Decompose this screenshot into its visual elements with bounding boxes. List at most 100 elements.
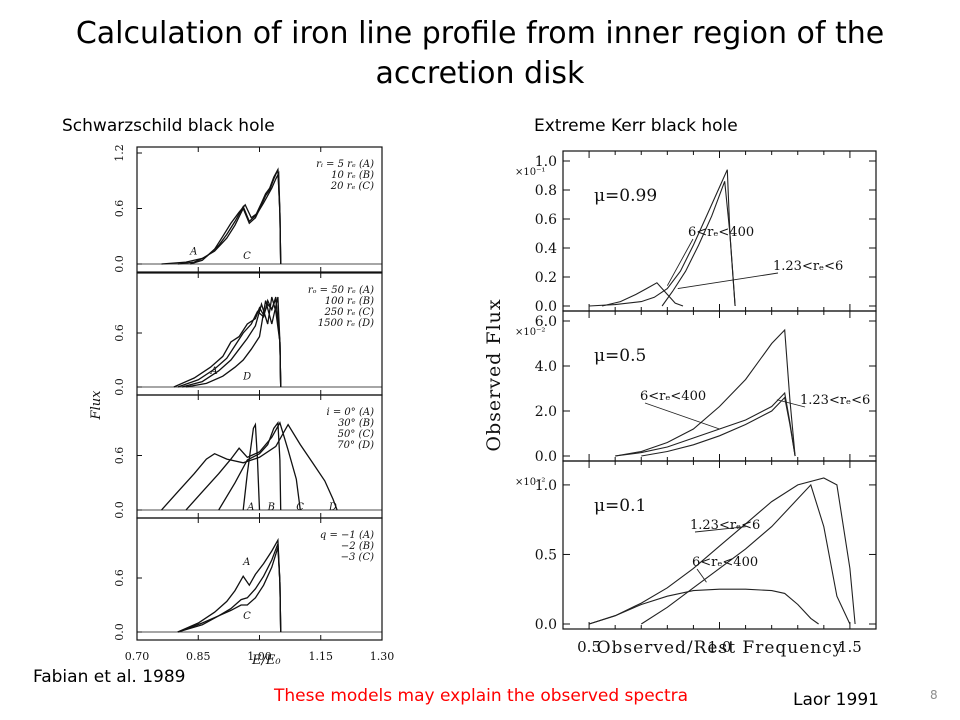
legend-entry: 30° (B) xyxy=(338,418,374,429)
legend-entry: q = −1 (A) xyxy=(320,530,374,541)
y-tick-label: 0.0 xyxy=(113,378,126,396)
curve-label: A xyxy=(242,557,250,568)
legend-entry: i = 0° (A) xyxy=(327,407,375,418)
curve-label: C xyxy=(296,502,304,513)
series-line-C xyxy=(189,170,282,265)
annotation-pointer xyxy=(677,272,779,290)
x-tick-label: 1.00 xyxy=(247,650,272,663)
y-tick-label: 4.0 xyxy=(535,359,557,375)
legend-entry: 70° (D) xyxy=(337,440,374,451)
y-multiplier: ×10⁻² xyxy=(515,477,545,488)
fabian-citation: Fabian et al. 1989 xyxy=(33,667,186,687)
panel-frame xyxy=(562,460,877,630)
y-tick-label: 0.0 xyxy=(113,255,126,273)
series-line-D xyxy=(185,296,282,388)
series-line-6re400 xyxy=(601,282,684,307)
series-line-C xyxy=(177,547,282,633)
series-line-D xyxy=(161,423,338,511)
series-line-C xyxy=(181,296,282,388)
series-line-6re400 xyxy=(615,391,796,457)
y-tick-label: 0.6 xyxy=(535,212,557,228)
legend-entry: 100 rₑ (B) xyxy=(325,296,374,307)
y-tick-label: 0.0 xyxy=(113,501,126,519)
slide-title: Calculation of iron line profile from in… xyxy=(75,16,885,91)
x-tick-label: 0.5 xyxy=(577,638,601,656)
legend-entry: 250 rₑ (C) xyxy=(323,307,374,318)
y-tick-label: 1.0 xyxy=(535,154,557,170)
y-tick-label: 0.2 xyxy=(535,270,557,286)
y-tick-label: 2.0 xyxy=(535,404,557,420)
y-tick-label: 6.0 xyxy=(535,314,557,330)
y-tick-label: 0.8 xyxy=(535,183,557,199)
annotation-pointer xyxy=(644,402,720,430)
y-tick-label: 0.6 xyxy=(113,569,126,587)
y-tick-label: 0.5 xyxy=(535,547,557,563)
y-tick-label: 0.4 xyxy=(535,241,557,257)
y-multiplier: ×10⁻² xyxy=(515,327,545,338)
annotation-label: 1.23<rₑ<6 xyxy=(800,393,870,408)
curve-label: C xyxy=(243,611,251,622)
panel-frame xyxy=(562,310,877,462)
y-multiplier: ×10⁻¹ xyxy=(515,167,545,178)
x-tick-label: 1.15 xyxy=(309,650,334,663)
y-tick-label: 0.0 xyxy=(535,449,557,465)
annotation-label: 1.23<rₑ<6 xyxy=(690,518,760,533)
curve-label: A xyxy=(189,247,197,258)
curve-label: C xyxy=(243,251,251,262)
legend-entry: −3 (C) xyxy=(341,552,374,563)
y-axis-label: Flux xyxy=(89,390,104,421)
legend-entry: 50° (C) xyxy=(338,429,374,440)
series-line-C xyxy=(185,421,301,511)
annotation-label: 6<rₑ<400 xyxy=(688,225,754,240)
legend-entry: 1500 rₑ (D) xyxy=(318,318,374,329)
curve-label: B xyxy=(267,502,275,513)
laor-citation: Laor 1991 xyxy=(793,690,879,710)
mu-label: μ=0.5 xyxy=(594,346,646,366)
x-axis-label: Observed/Rest Frequency xyxy=(597,638,844,658)
y-tick-label: 0.0 xyxy=(535,299,557,315)
legend-entry: 10 rₑ (B) xyxy=(331,170,374,181)
x-tick-label: 1.30 xyxy=(370,650,395,663)
y-tick-label: 0.6 xyxy=(113,200,126,218)
x-tick-label: 1.5 xyxy=(838,638,862,656)
x-tick-label: 0.85 xyxy=(186,650,211,663)
y-tick-label: 0.6 xyxy=(113,324,126,342)
annotation-label: 1.23<rₑ<6 xyxy=(773,259,843,274)
y-tick-label: 0.0 xyxy=(113,623,126,641)
series-line-B xyxy=(218,420,282,511)
series-line-total xyxy=(588,477,856,625)
x-axis-label: E/E₀ xyxy=(251,653,281,668)
y-tick-label: 1.2 xyxy=(113,144,126,162)
annotation-label: 6<rₑ<400 xyxy=(692,555,758,570)
series-line-total xyxy=(589,169,736,307)
x-tick-label: 0.70 xyxy=(125,650,150,663)
annotation-pointer xyxy=(696,568,707,583)
y-axis-label: Observed Flux xyxy=(483,298,505,451)
annotation-pointer xyxy=(694,526,746,533)
series-line-B xyxy=(177,296,282,388)
page-number: 8 xyxy=(930,688,938,702)
y-tick-label: 1.0 xyxy=(535,478,557,494)
series-line-123re6 xyxy=(641,483,851,625)
legend-entry: rᵢ = 5 rₑ (A) xyxy=(316,159,374,170)
series-line-total xyxy=(615,328,796,457)
y-tick-label: 0.0 xyxy=(535,617,557,633)
x-tick-label: 1.0 xyxy=(708,638,732,656)
series-line-123re6 xyxy=(641,396,796,457)
curve-label: D xyxy=(242,372,251,383)
kerr-caption: Extreme Kerr black hole xyxy=(534,116,738,136)
annotation-pointer xyxy=(776,399,806,408)
series-line-A xyxy=(242,422,261,511)
legend-entry: 20 rₑ (C) xyxy=(330,181,374,192)
curve-label: A xyxy=(246,502,254,513)
series-line-123re6 xyxy=(661,181,736,307)
mu-label: μ=0.1 xyxy=(594,496,646,516)
annotation-pointer xyxy=(666,238,694,286)
curve-label: A xyxy=(210,366,218,377)
legend-entry: rₒ = 50 rₑ (A) xyxy=(308,285,374,296)
slide-note: These models may explain the observed sp… xyxy=(274,686,689,706)
mu-label: μ=0.99 xyxy=(594,186,657,206)
schwarzschild-caption: Schwarzschild black hole xyxy=(62,116,275,136)
